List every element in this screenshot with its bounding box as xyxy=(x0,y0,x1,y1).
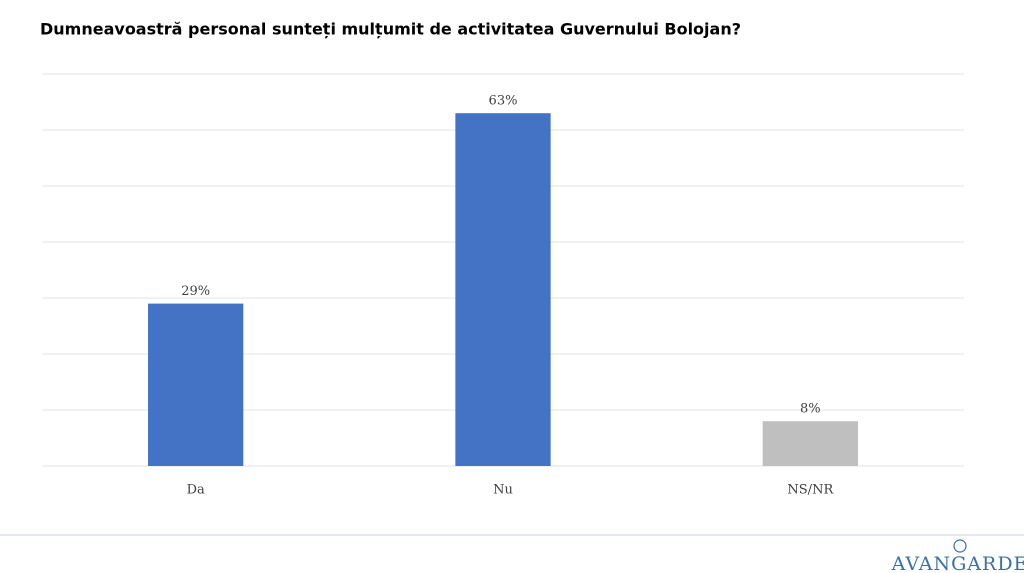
bar xyxy=(762,421,858,466)
data-label: 29% xyxy=(181,284,210,299)
x-tick-label: NS/NR xyxy=(787,483,834,498)
x-tick-label: Nu xyxy=(493,483,513,498)
data-label: 63% xyxy=(489,94,518,109)
data-label: 8% xyxy=(800,402,821,417)
logo-icon xyxy=(953,539,967,553)
logo: AVANGARDE xyxy=(891,553,1024,573)
chart-title: Dumneavoastră personal sunteți mulțumit … xyxy=(40,20,741,39)
bar xyxy=(455,113,551,466)
x-tick-label: Da xyxy=(187,483,205,498)
bar xyxy=(148,303,244,466)
